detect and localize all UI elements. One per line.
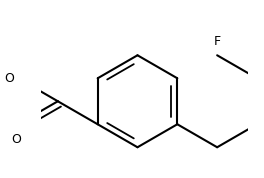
Text: F: F <box>214 35 221 48</box>
Text: O: O <box>12 133 21 146</box>
Text: O: O <box>5 72 15 85</box>
